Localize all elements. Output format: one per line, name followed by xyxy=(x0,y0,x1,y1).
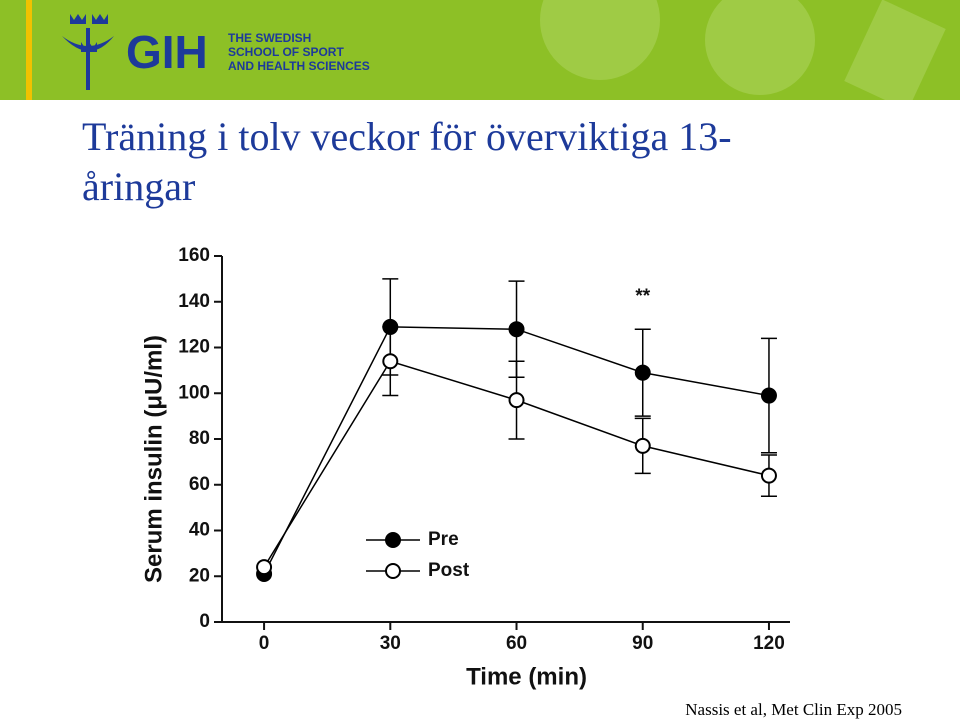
y-tick-label: 80 xyxy=(189,428,210,449)
x-tick-label: 120 xyxy=(753,633,785,654)
decor xyxy=(844,0,946,100)
school-name: SCHOOL OF SPORT xyxy=(228,45,344,59)
x-tick-label: 60 xyxy=(506,633,527,654)
y-tick-label: 100 xyxy=(178,382,210,403)
logo-text: GIH xyxy=(126,26,208,78)
x-tick-label: 30 xyxy=(380,633,401,654)
y-axis-label: Serum insulin (μU/ml) xyxy=(140,335,167,583)
marker xyxy=(634,437,651,454)
logo-emblem xyxy=(62,14,114,90)
marker xyxy=(508,392,525,409)
header-band: GIH THE SWEDISH SCHOOL OF SPORT AND HEAL… xyxy=(0,0,960,100)
header-graphic: GIH THE SWEDISH SCHOOL OF SPORT AND HEAL… xyxy=(26,0,946,100)
y-tick-label: 0 xyxy=(199,611,210,632)
y-tick-label: 20 xyxy=(189,565,210,586)
annotation: ** xyxy=(635,286,650,307)
marker xyxy=(508,321,525,338)
marker xyxy=(634,364,651,381)
decor xyxy=(26,0,32,100)
decor xyxy=(540,0,660,80)
y-tick-label: 60 xyxy=(189,474,210,495)
x-tick-label: 90 xyxy=(632,633,653,654)
school-name: THE SWEDISH xyxy=(228,31,311,45)
marker xyxy=(760,467,777,484)
source: Nassis et al, Met Clin Exp 2005 xyxy=(685,700,902,719)
marker xyxy=(760,387,777,404)
school-name: AND HEALTH SCIENCES xyxy=(228,59,370,73)
legend-marker xyxy=(385,532,401,548)
marker xyxy=(256,559,273,576)
legend-label: Pre xyxy=(428,529,459,550)
x-tick-label: 0 xyxy=(259,633,270,654)
decor xyxy=(705,0,815,95)
slide-title: Träning i tolv veckor för överviktiga 13… xyxy=(82,114,732,209)
y-tick-label: 40 xyxy=(189,520,210,541)
y-tick-label: 160 xyxy=(178,245,210,266)
legend-marker xyxy=(385,563,401,579)
marker xyxy=(382,353,399,370)
y-tick-label: 140 xyxy=(178,291,210,312)
y-tick-label: 120 xyxy=(178,337,210,358)
legend-label: Post xyxy=(428,560,470,581)
x-axis-label: Time (min) xyxy=(466,663,587,690)
